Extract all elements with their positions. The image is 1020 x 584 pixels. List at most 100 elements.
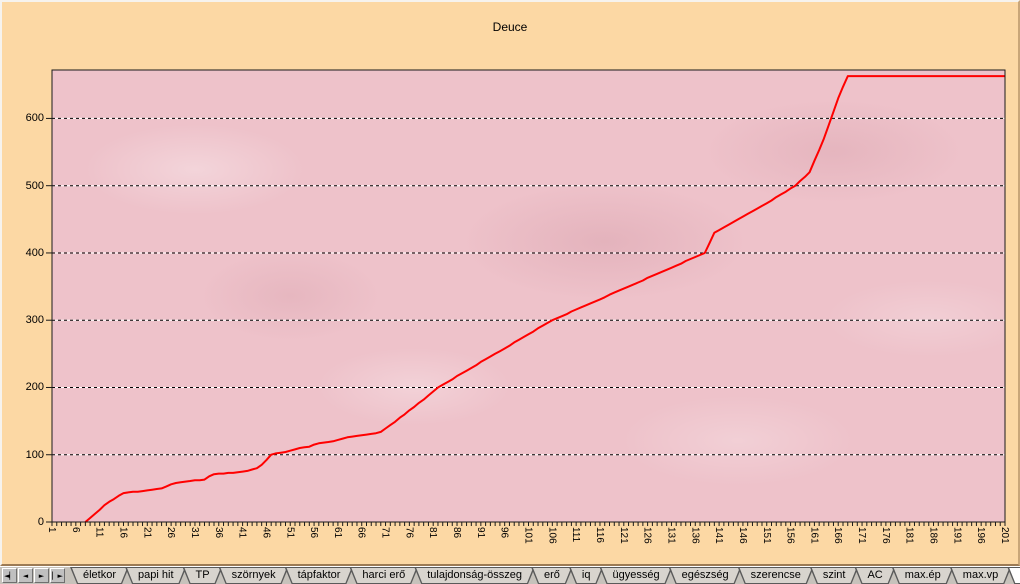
x-tick-label: 76 xyxy=(403,527,415,539)
tab-scroll-first-button[interactable]: ◄▏ xyxy=(2,568,17,583)
x-tick-label: 101 xyxy=(522,527,534,544)
x-tick-label: 141 xyxy=(713,527,725,544)
sheet-tab-papi-hit[interactable]: papi hit xyxy=(125,567,186,584)
x-tick-label: 71 xyxy=(379,527,391,539)
tab-scroll-next-button[interactable]: ► xyxy=(34,568,49,583)
series-line-deuce xyxy=(84,75,1005,523)
x-tick-label: 191 xyxy=(951,527,963,544)
x-tick-label: 121 xyxy=(617,527,629,544)
chart-canvas xyxy=(46,69,1006,526)
y-tick-label: 200 xyxy=(25,381,44,394)
y-tick-label: 100 xyxy=(25,448,44,461)
plot-area xyxy=(46,69,1006,526)
x-tick-label: 81 xyxy=(427,527,439,539)
sheet-tab-label: szerencse xyxy=(739,568,813,583)
x-axis-ticks xyxy=(51,522,1006,526)
gridlines xyxy=(46,117,1005,523)
sheet-tab-label: egészség xyxy=(670,568,741,583)
sheet-tab-er-[interactable]: erő xyxy=(531,567,573,584)
x-tick-label: 11 xyxy=(93,527,105,538)
x-tick-label: 96 xyxy=(498,527,510,539)
x-tick-label: 166 xyxy=(832,527,844,544)
y-tick-label: 0 xyxy=(37,516,44,528)
x-axis-labels: 1 6 11 16 21 26 31 36 41 46 51 56 61 66 71 76 81 86 91 96 10… xyxy=(46,527,1010,561)
x-tick-label: 41 xyxy=(236,527,248,539)
plot-border xyxy=(51,69,1006,523)
x-tick-label: 26 xyxy=(165,527,177,539)
x-tick-label: 66 xyxy=(355,527,367,539)
sheet-tab--gyess-g[interactable]: ügyesség xyxy=(599,567,672,584)
y-tick-label: 300 xyxy=(25,314,44,327)
sheet-tab--letkor[interactable]: életkor xyxy=(70,567,129,584)
x-tick-label: 201 xyxy=(999,527,1010,544)
chart-title: Deuce xyxy=(492,20,528,34)
x-tick-label: 171 xyxy=(856,527,868,544)
y-axis-labels: 0 100 200 300 400 500 600 xyxy=(2,70,46,528)
x-tick-label: 131 xyxy=(665,527,677,544)
sheet-tab-tulajdons-g-sszeg[interactable]: tulajdonság-összeg xyxy=(414,567,535,584)
x-tick-label: 51 xyxy=(284,527,296,539)
x-tick-label: 156 xyxy=(784,527,796,544)
x-tick-label: 111 xyxy=(570,527,582,543)
x-tick-label: 186 xyxy=(927,527,939,544)
sheet-tab-ac[interactable]: AC xyxy=(854,567,895,584)
x-tick-label: 196 xyxy=(975,527,987,544)
x-tick-label: 151 xyxy=(760,527,772,544)
sheet-tab-iq[interactable]: iq xyxy=(569,567,604,584)
chart-window: Deuce 0 100 200 300 400 500 600 1 6 11 16 21 26 31 36… xyxy=(0,0,1020,566)
x-tick-label: 6 xyxy=(69,527,81,533)
sheet-tab-label: max.ép xyxy=(893,568,953,583)
sheet-nav-buttons: ◄▏ ◄ ► ▏► xyxy=(0,567,66,584)
sheet-tab-label: ügyesség xyxy=(600,568,671,583)
x-tick-label: 61 xyxy=(331,527,343,539)
y-tick-label: 400 xyxy=(25,246,44,259)
sheet-tab-tp[interactable]: TP xyxy=(183,567,223,584)
x-tick-label: 36 xyxy=(212,527,224,539)
sheet-tab-label: szint xyxy=(811,568,858,583)
x-tick-label: 181 xyxy=(903,527,915,544)
sheet-tab-label: max.vp xyxy=(951,568,1010,583)
x-tick-label: 56 xyxy=(308,527,320,539)
sheet-tab-label: iq xyxy=(570,568,603,583)
sheet-tab-label: harci erő xyxy=(350,568,417,583)
sheet-tab-t-pfaktor[interactable]: tápfaktor xyxy=(285,567,354,584)
sheet-tab-label: papi hit xyxy=(126,568,185,583)
x-tick-label: 86 xyxy=(451,527,463,539)
x-tick-label: 126 xyxy=(641,527,653,544)
x-tick-label: 91 xyxy=(474,527,486,539)
sheet-tab-label: AC xyxy=(855,568,894,583)
y-tick-label: 600 xyxy=(25,112,44,125)
sheet-tab-label: gonoszság xyxy=(1008,568,1020,583)
x-tick-label: 106 xyxy=(546,527,558,544)
x-tick-label: 16 xyxy=(117,527,129,539)
y-tick-label: 500 xyxy=(25,179,44,192)
sheet-tab-label: tápfaktor xyxy=(286,568,353,583)
x-tick-label: 31 xyxy=(188,527,200,539)
sheet-tab-max-vp[interactable]: max.vp xyxy=(950,567,1011,584)
sheet-tab-bar: ◄▏ ◄ ► ▏► életkor papi hit TP szörnyek tápfakto… xyxy=(0,566,1020,584)
x-tick-label: 136 xyxy=(689,527,701,544)
tab-scroll-prev-button[interactable]: ◄ xyxy=(18,568,33,583)
sheet-tab-label: életkor xyxy=(71,568,128,583)
sheet-tab-max-p[interactable]: max.ép xyxy=(892,567,954,584)
sheet-tab-szerencse[interactable]: szerencse xyxy=(738,567,814,584)
sheet-tab-label: szörnyek xyxy=(220,568,288,583)
sheet-tab-sz-rnyek[interactable]: szörnyek xyxy=(219,567,289,584)
sheet-tab-label: tulajdonság-összeg xyxy=(415,568,534,583)
x-tick-label: 116 xyxy=(593,527,605,543)
sheet-tab-szint[interactable]: szint xyxy=(810,567,859,584)
tab-scroll-last-button[interactable]: ▏► xyxy=(50,568,65,583)
x-tick-label: 1 xyxy=(46,527,57,533)
sheet-tab-label: erő xyxy=(532,568,572,583)
sheet-tab-label: TP xyxy=(184,568,222,583)
sheet-tabs: életkor papi hit TP szörnyek tápfaktor harci … xyxy=(70,567,1020,584)
x-tick-label: 146 xyxy=(736,527,748,544)
x-tick-label: 176 xyxy=(879,527,891,544)
sheet-tab-harci-er-[interactable]: harci erő xyxy=(349,567,418,584)
x-tick-label: 161 xyxy=(808,527,820,544)
sheet-tab-gonoszs-g[interactable]: gonoszság xyxy=(1007,567,1020,584)
sheet-tab-eg-szs-g[interactable]: egészség xyxy=(669,567,742,584)
x-tick-label: 46 xyxy=(260,527,272,539)
x-tick-label: 21 xyxy=(141,527,153,539)
